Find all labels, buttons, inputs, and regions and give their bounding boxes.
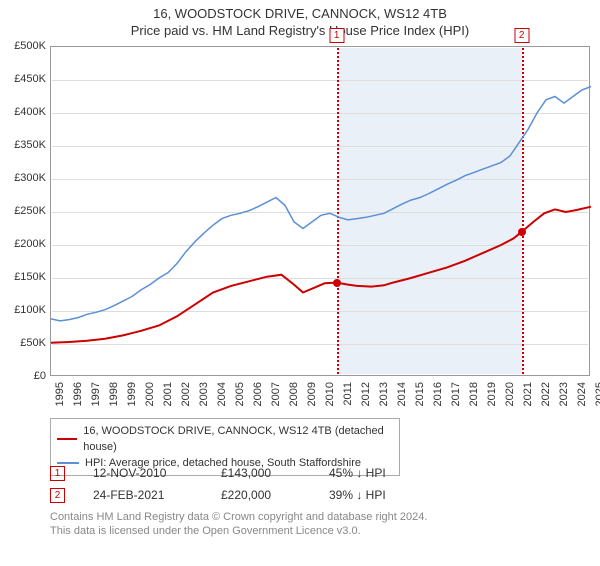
- event-row: 1 12-NOV-2010 £143,000 45% ↓ HPI: [50, 462, 429, 484]
- y-axis-label: £450K: [0, 73, 46, 85]
- legend-swatch: [57, 438, 77, 440]
- x-axis-label: 1996: [72, 382, 84, 406]
- x-axis-label: 2013: [378, 382, 390, 406]
- y-axis-label: £500K: [0, 40, 46, 52]
- x-axis-label: 1997: [90, 382, 102, 406]
- series-price_paid: [51, 207, 591, 343]
- x-axis-label: 2017: [450, 382, 462, 406]
- event-date: 24-FEB-2021: [93, 488, 193, 502]
- x-axis-label: 2002: [180, 382, 192, 406]
- x-axis-label: 2012: [360, 382, 372, 406]
- x-axis-label: 2018: [468, 382, 480, 406]
- footer-attribution: Contains HM Land Registry data © Crown c…: [50, 510, 427, 538]
- x-axis-label: 2005: [234, 382, 246, 406]
- legend-label: 16, WOODSTOCK DRIVE, CANNOCK, WS12 4TB (…: [83, 423, 393, 455]
- x-axis-label: 2019: [486, 382, 498, 406]
- event-price: £143,000: [221, 466, 301, 480]
- footer-line: Contains HM Land Registry data © Crown c…: [50, 510, 427, 524]
- x-axis-label: 2003: [198, 382, 210, 406]
- y-axis-label: £200K: [0, 238, 46, 250]
- x-axis-label: 2004: [216, 382, 228, 406]
- event-marker-icon: 1: [50, 466, 65, 481]
- event-row: 2 24-FEB-2021 £220,000 39% ↓ HPI: [50, 484, 429, 506]
- y-axis-label: £0: [0, 370, 46, 382]
- legend-row: 16, WOODSTOCK DRIVE, CANNOCK, WS12 4TB (…: [57, 423, 393, 455]
- x-axis-label: 1998: [108, 382, 120, 406]
- x-axis-label: 2024: [576, 382, 588, 406]
- x-axis-label: 2016: [432, 382, 444, 406]
- x-axis-label: 2010: [324, 382, 336, 406]
- chart-area: 12 £0£50K£100K£150K£200K£250K£300K£350K£…: [50, 46, 590, 376]
- x-axis-label: 1995: [54, 382, 66, 406]
- y-axis-label: £100K: [0, 304, 46, 316]
- line-series-svg: [51, 47, 591, 377]
- x-axis-label: 2009: [306, 382, 318, 406]
- x-axis-label: 2025: [594, 382, 600, 406]
- chart-subtitle: Price paid vs. HM Land Registry's House …: [0, 23, 600, 38]
- event-dot: [518, 228, 526, 236]
- x-axis-label: 2007: [270, 382, 282, 406]
- x-axis-label: 2015: [414, 382, 426, 406]
- x-axis-label: 2000: [144, 382, 156, 406]
- chart-title: 16, WOODSTOCK DRIVE, CANNOCK, WS12 4TB: [0, 6, 600, 21]
- y-axis-label: £300K: [0, 172, 46, 184]
- x-axis-label: 2021: [522, 382, 534, 406]
- event-delta: 39% ↓ HPI: [329, 488, 429, 502]
- y-axis-label: £50K: [0, 337, 46, 349]
- x-axis-label: 1999: [126, 382, 138, 406]
- y-axis-label: £250K: [0, 205, 46, 217]
- event-delta: 45% ↓ HPI: [329, 466, 429, 480]
- event-marker-icon: 1: [329, 28, 344, 43]
- plot-frame: 12: [50, 46, 590, 376]
- event-dot: [333, 279, 341, 287]
- event-price: £220,000: [221, 488, 301, 502]
- event-date: 12-NOV-2010: [93, 466, 193, 480]
- events-table: 1 12-NOV-2010 £143,000 45% ↓ HPI 2 24-FE…: [50, 462, 429, 506]
- x-axis-label: 2023: [558, 382, 570, 406]
- x-axis-label: 2011: [342, 382, 354, 406]
- event-marker-icon: 2: [50, 488, 65, 503]
- x-axis-label: 2020: [504, 382, 516, 406]
- x-axis-label: 2022: [540, 382, 552, 406]
- y-axis-label: £350K: [0, 139, 46, 151]
- x-axis-label: 2006: [252, 382, 264, 406]
- event-marker-icon: 2: [514, 28, 529, 43]
- y-axis-label: £400K: [0, 106, 46, 118]
- y-axis-label: £150K: [0, 271, 46, 283]
- x-axis-label: 2014: [396, 382, 408, 406]
- x-axis-label: 2001: [162, 382, 174, 406]
- x-axis-label: 2008: [288, 382, 300, 406]
- footer-line: This data is licensed under the Open Gov…: [50, 524, 427, 538]
